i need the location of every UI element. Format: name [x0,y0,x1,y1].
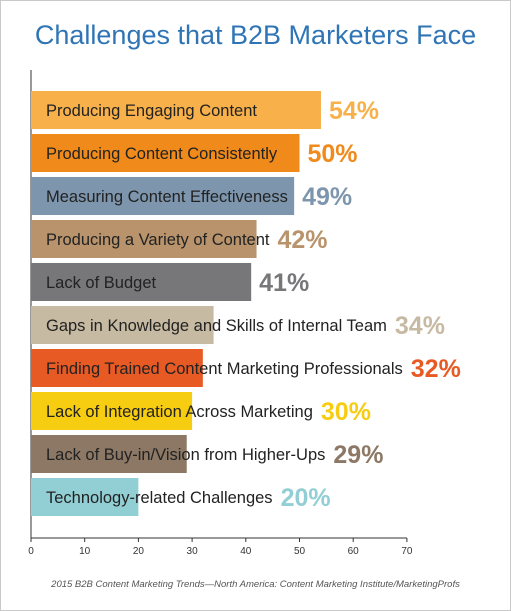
source-note: 2015 B2B Content Marketing Trends—North … [51,579,460,590]
bar [31,306,214,344]
bar-value-label: 54% [329,97,379,125]
bar-category-label: Lack of Budget [46,274,156,292]
bar [31,220,257,258]
x-ticks-group: 0 10 20 30 40 50 60 70 [28,538,413,557]
bar-category-label: Finding Trained Content Marketing Profes… [46,360,403,378]
bar-value-label: 50% [308,140,358,168]
bar-category-label: Producing Content Consistently [46,145,278,163]
bar-value-label: 49% [302,183,352,211]
bar-category-label: Gaps in Knowledge and Skills of Internal… [46,317,387,335]
x-tick-label: 10 [79,546,91,557]
bar-value-label: 41% [259,269,309,297]
bar-value-label: 34% [395,312,445,340]
bar [31,134,300,172]
bar-category-label: Technology-related Challenges [46,489,273,507]
bar-category-label: Producing a Variety of Content [46,231,270,249]
bar-value-label: 32% [411,355,461,383]
bar-category-label: Producing Engaging Content [46,102,257,120]
bar-value-label: 30% [321,398,371,426]
bar [31,177,295,215]
bar-category-label: Lack of Buy-in/Vision from Higher-Ups [46,446,325,464]
bar-category-label: Lack of Integration Across Marketing [46,403,313,421]
bar [31,91,321,129]
bars-group: Producing Engaging Content 54% Producing C… [31,91,461,516]
x-tick-label: 50 [294,546,306,557]
bar-value-label: 20% [281,484,331,512]
bar-category-label: Measuring Content Effectiveness [46,188,288,206]
bar-value-label: 42% [278,226,328,254]
x-tick-label: 20 [133,546,145,557]
bar [31,435,187,473]
x-tick-label: 70 [401,546,413,557]
bar [31,263,252,301]
bar [31,478,139,516]
x-tick-label: 30 [187,546,199,557]
x-tick-label: 0 [28,546,34,557]
x-tick-label: 40 [240,546,252,557]
bar-value-label: 29% [333,441,383,469]
bar [31,392,193,430]
chart-title: Challenges that B2B Marketers Face [34,20,477,50]
bar [31,349,203,387]
x-tick-label: 60 [348,546,360,557]
